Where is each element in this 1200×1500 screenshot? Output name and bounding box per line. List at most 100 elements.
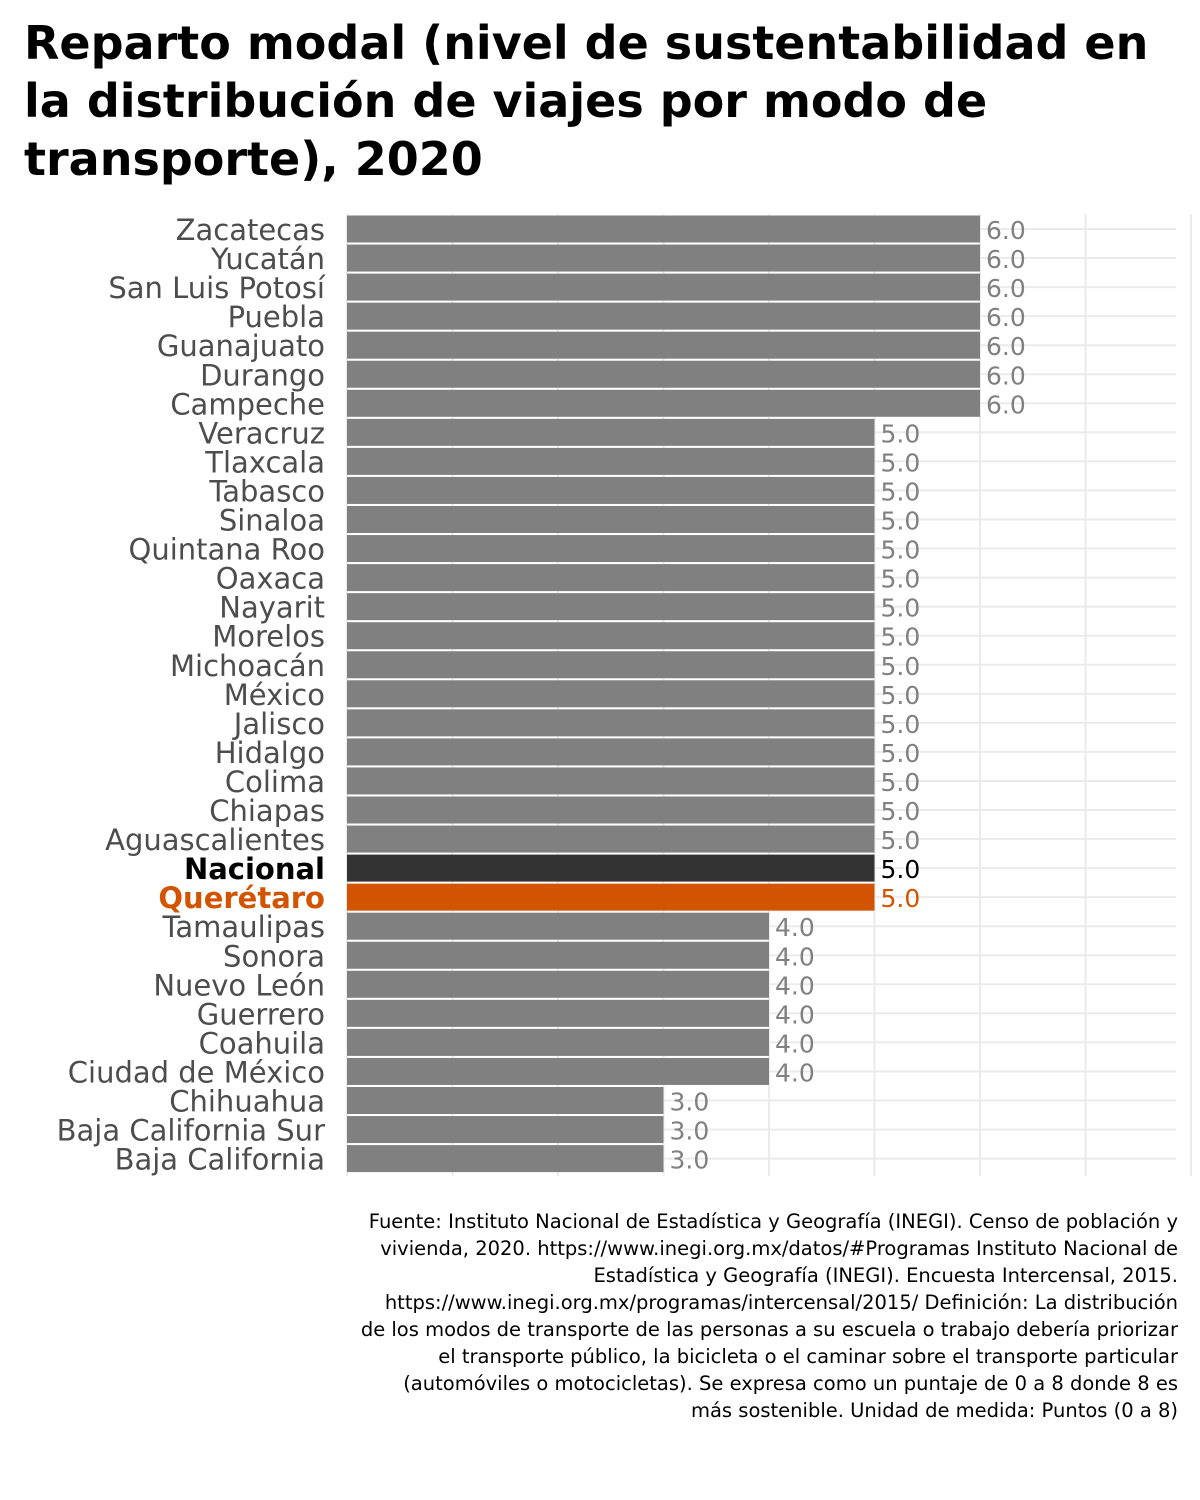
bar xyxy=(347,680,875,708)
chart-caption: Fuente: Instituto Nacional de Estadístic… xyxy=(360,1210,1178,1422)
chart-title: Reparto modal (nivel de sustentabilidad … xyxy=(24,16,1149,186)
value-label: 6.0 xyxy=(986,332,1026,361)
value-label: 5.0 xyxy=(881,710,921,739)
category-label: Guerrero xyxy=(197,997,325,1031)
category-label: Tamaulipas xyxy=(162,910,326,944)
category-label: Durango xyxy=(200,358,325,392)
bar xyxy=(347,389,980,417)
bar xyxy=(347,1028,769,1056)
value-label: 5.0 xyxy=(881,419,921,448)
category-label: Puebla xyxy=(228,300,325,334)
value-label: 5.0 xyxy=(881,652,921,681)
category-label: Baja California Sur xyxy=(57,1114,325,1148)
category-label: Sinaloa xyxy=(219,504,325,538)
bar xyxy=(347,1057,769,1085)
value-label: 5.0 xyxy=(881,507,921,536)
value-label: 5.0 xyxy=(881,681,921,710)
value-label: 3.0 xyxy=(670,1088,710,1117)
bar xyxy=(347,1145,664,1173)
bar xyxy=(347,912,769,940)
bar xyxy=(347,622,875,650)
value-label: 5.0 xyxy=(881,448,921,477)
bar xyxy=(347,883,875,911)
bar xyxy=(347,854,875,882)
bar xyxy=(347,651,875,679)
bar xyxy=(347,767,875,795)
value-label: 5.0 xyxy=(881,477,921,506)
value-label: 4.0 xyxy=(775,1058,815,1087)
category-label: Hidalgo xyxy=(215,736,325,770)
bar xyxy=(347,999,769,1027)
category-label: Aguascalientes xyxy=(105,823,325,857)
value-label: 5.0 xyxy=(881,739,921,768)
value-label: 4.0 xyxy=(775,1000,815,1029)
bar xyxy=(347,941,769,969)
value-label: 5.0 xyxy=(881,826,921,855)
category-label: Chiapas xyxy=(209,794,325,828)
category-label: Coahuila xyxy=(199,1026,325,1060)
category-label: Veracruz xyxy=(198,416,325,450)
category-label: Nuevo León xyxy=(153,968,325,1002)
category-label: Tabasco xyxy=(208,474,325,508)
category-label: Oaxaca xyxy=(216,562,325,596)
bars xyxy=(347,215,980,1173)
value-label: 6.0 xyxy=(986,361,1026,390)
category-label: Nacional xyxy=(184,852,325,886)
category-label: Campeche xyxy=(170,387,325,421)
value-label: 6.0 xyxy=(986,216,1026,245)
bar xyxy=(347,564,875,592)
category-label: Nayarit xyxy=(219,591,325,625)
category-label: Chihuahua xyxy=(169,1085,325,1119)
value-label: 5.0 xyxy=(881,855,921,884)
category-label: Querétaro xyxy=(158,881,325,915)
value-labels: 6.06.06.06.06.06.06.05.05.05.05.05.05.05… xyxy=(670,216,1026,1175)
value-label: 6.0 xyxy=(986,274,1026,303)
value-label: 6.0 xyxy=(986,303,1026,332)
category-label: Sonora xyxy=(223,939,325,973)
category-label: Quintana Roo xyxy=(129,533,326,567)
category-label: Ciudad de México xyxy=(68,1055,325,1089)
value-label: 4.0 xyxy=(775,913,815,942)
category-label: Michoacán xyxy=(170,649,325,683)
bar xyxy=(347,709,875,737)
category-label: Guanajuato xyxy=(157,329,325,363)
value-label: 5.0 xyxy=(881,594,921,623)
bar xyxy=(347,215,980,243)
value-label: 5.0 xyxy=(881,565,921,594)
category-label: Tlaxcala xyxy=(204,445,325,479)
bar xyxy=(347,1087,664,1114)
value-label: 5.0 xyxy=(881,884,921,913)
bar xyxy=(347,738,875,766)
bar xyxy=(347,418,875,446)
category-label: Morelos xyxy=(212,620,325,654)
category-label: Colima xyxy=(225,765,325,799)
value-label: 4.0 xyxy=(775,1029,815,1058)
category-label: Baja California xyxy=(115,1143,325,1177)
bar xyxy=(347,1116,664,1144)
value-label: 5.0 xyxy=(881,797,921,826)
bar xyxy=(347,593,875,621)
category-label: Zacatecas xyxy=(176,213,325,247)
bar xyxy=(347,244,980,272)
bar xyxy=(347,360,980,388)
bar xyxy=(347,796,875,824)
value-label: 5.0 xyxy=(881,623,921,652)
bar xyxy=(347,825,875,853)
value-label: 6.0 xyxy=(986,245,1026,274)
category-label: México xyxy=(224,678,325,712)
value-label: 5.0 xyxy=(881,768,921,797)
bar xyxy=(347,331,980,359)
bar xyxy=(347,302,980,330)
category-label: Yucatán xyxy=(210,242,325,276)
value-label: 3.0 xyxy=(670,1146,710,1175)
bar xyxy=(347,273,980,301)
value-label: 4.0 xyxy=(775,942,815,971)
value-label: 6.0 xyxy=(986,390,1026,419)
value-label: 5.0 xyxy=(881,536,921,565)
value-label: 4.0 xyxy=(775,971,815,1000)
bar xyxy=(347,970,769,998)
bar xyxy=(347,506,875,533)
bar xyxy=(347,447,875,475)
